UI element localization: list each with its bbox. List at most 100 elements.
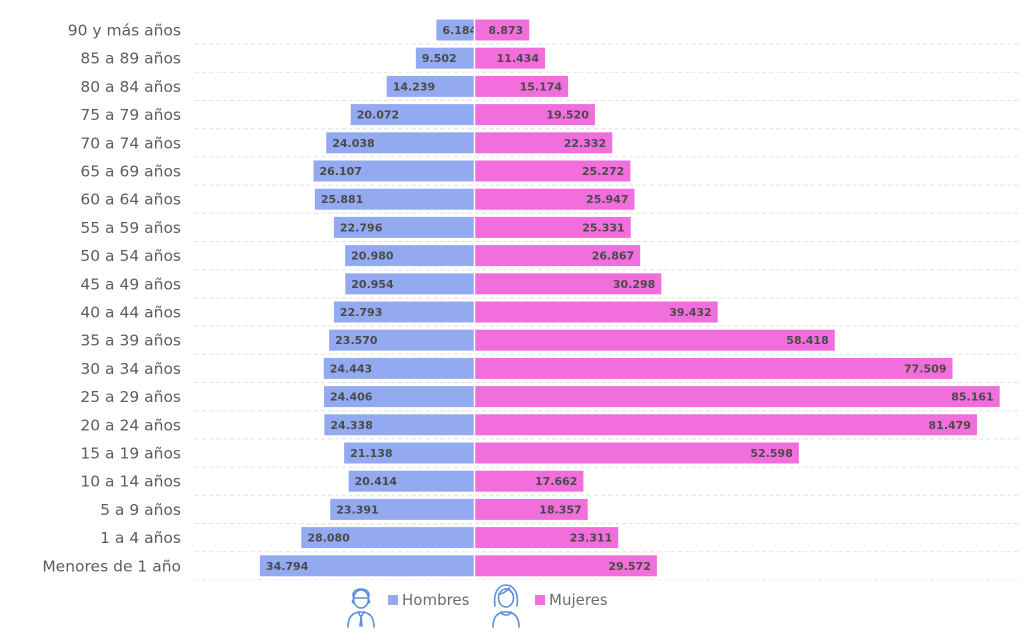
bar-hombres <box>345 273 475 295</box>
category-label: 10 a 14 años <box>80 473 181 491</box>
value-label-hombres: 20.954 <box>351 278 394 291</box>
value-label-hombres: 24.038 <box>332 137 374 150</box>
bar-hombres <box>350 104 475 126</box>
value-label-mujeres: 8.873 <box>488 24 523 37</box>
bar-hombres <box>323 386 475 408</box>
bar-hombres <box>436 19 475 41</box>
male-person-icon <box>347 588 375 628</box>
bar-mujeres <box>474 498 588 520</box>
value-label-mujeres: 29.572 <box>608 560 650 573</box>
bar-hombres <box>330 498 475 520</box>
category-label: 5 a 9 años <box>100 501 181 519</box>
bar-mujeres <box>474 19 530 41</box>
value-label-mujeres: 17.662 <box>535 475 577 488</box>
legend-item-mujeres: Mujeres <box>535 586 608 614</box>
bar-mujeres <box>474 188 635 210</box>
value-label-hombres: 24.443 <box>330 362 372 375</box>
bar-hombres <box>344 442 475 464</box>
bar-mujeres <box>474 75 569 97</box>
bar-hombres <box>329 329 475 351</box>
value-label-mujeres: 30.298 <box>613 278 655 291</box>
bar-hombres <box>415 47 475 69</box>
bar-hombres <box>348 470 475 492</box>
bar-mujeres <box>474 301 718 323</box>
value-label-mujeres: 15.174 <box>520 80 563 93</box>
value-label-hombres: 24.406 <box>330 391 373 404</box>
category-label: 30 a 34 años <box>80 360 181 378</box>
bar-hombres <box>301 527 475 549</box>
category-label: 35 a 39 años <box>80 332 181 350</box>
bar-mujeres <box>474 386 1000 408</box>
value-label-hombres: 28.080 <box>307 532 350 545</box>
bar-hombres <box>326 132 475 154</box>
value-label-mujeres: 25.272 <box>582 165 624 178</box>
value-label-mujeres: 11.434 <box>497 52 540 65</box>
category-label: 40 a 44 años <box>80 304 181 322</box>
bar-mujeres <box>474 329 835 351</box>
hombres-swatch <box>388 595 398 605</box>
value-label-mujeres: 26.867 <box>592 250 634 263</box>
value-label-hombres: 20.980 <box>351 250 394 263</box>
bar-hombres <box>323 357 475 379</box>
bar-mujeres <box>474 414 977 436</box>
value-label-mujeres: 23.311 <box>570 532 612 545</box>
value-label-mujeres: 25.947 <box>586 193 628 206</box>
legend-label-mujeres: Mujeres <box>549 591 608 609</box>
value-label-hombres: 23.570 <box>335 334 378 347</box>
bar-hombres <box>386 75 475 97</box>
legend-label-hombres: Hombres <box>402 591 470 609</box>
category-label: 20 a 24 años <box>80 416 181 434</box>
value-label-hombres: 22.796 <box>340 221 383 234</box>
value-label-hombres: 20.072 <box>357 109 399 122</box>
category-label: 55 a 59 años <box>80 219 181 237</box>
bar-mujeres <box>474 104 595 126</box>
bar-hombres <box>333 301 475 323</box>
value-label-mujeres: 58.418 <box>786 334 828 347</box>
value-label-mujeres: 39.432 <box>669 306 711 319</box>
value-label-hombres: 20.414 <box>355 475 398 488</box>
value-label-hombres: 26.107 <box>319 165 361 178</box>
bar-mujeres <box>474 216 631 238</box>
value-label-hombres: 23.391 <box>336 503 378 516</box>
category-label: 90 y más años <box>68 22 181 40</box>
value-label-mujeres: 81.479 <box>929 419 971 432</box>
category-label: 65 a 69 años <box>80 163 181 181</box>
bar-mujeres <box>474 442 799 464</box>
category-label: 70 a 74 años <box>80 134 181 152</box>
bar-mujeres <box>474 527 619 549</box>
bar-hombres <box>345 245 475 267</box>
category-label: 75 a 79 años <box>80 106 181 124</box>
bar-mujeres <box>474 47 546 69</box>
value-label-hombres: 34.794 <box>266 560 309 573</box>
value-label-hombres: 14.239 <box>393 80 435 93</box>
legend-item-hombres: Hombres <box>388 586 469 614</box>
mujeres-swatch <box>535 595 545 605</box>
category-label: 1 a 4 años <box>100 529 181 547</box>
value-label-mujeres: 19.520 <box>546 109 589 122</box>
value-label-mujeres: 25.331 <box>582 221 624 234</box>
value-label-mujeres: 52.598 <box>750 447 792 460</box>
female-person-icon <box>492 584 520 628</box>
bar-mujeres <box>474 160 631 182</box>
category-label: Menores de 1 año <box>42 557 181 575</box>
value-label-hombres: 6.184 <box>442 24 477 37</box>
bar-hombres <box>313 160 475 182</box>
category-label: 25 a 29 años <box>80 388 181 406</box>
bar-mujeres <box>474 357 953 379</box>
value-label-mujeres: 22.332 <box>564 137 606 150</box>
bar-mujeres <box>474 245 641 267</box>
bar-hombres <box>259 555 475 577</box>
category-label: 50 a 54 años <box>80 247 181 265</box>
bar-hombres <box>324 414 475 436</box>
value-label-hombres: 22.793 <box>340 306 382 319</box>
category-label: 15 a 19 años <box>80 445 181 463</box>
category-label: 80 a 84 años <box>80 78 181 96</box>
value-label-hombres: 25.881 <box>321 193 363 206</box>
value-label-mujeres: 18.357 <box>539 503 581 516</box>
bar-hombres <box>314 188 475 210</box>
category-label: 45 a 49 años <box>80 275 181 293</box>
bar-hombres <box>333 216 475 238</box>
chart-svg: 90 y más años 6.184 8.873 85 a 89 años 9.502… <box>42 19 1020 580</box>
bar-mujeres <box>474 470 584 492</box>
bar-mujeres <box>474 273 662 295</box>
